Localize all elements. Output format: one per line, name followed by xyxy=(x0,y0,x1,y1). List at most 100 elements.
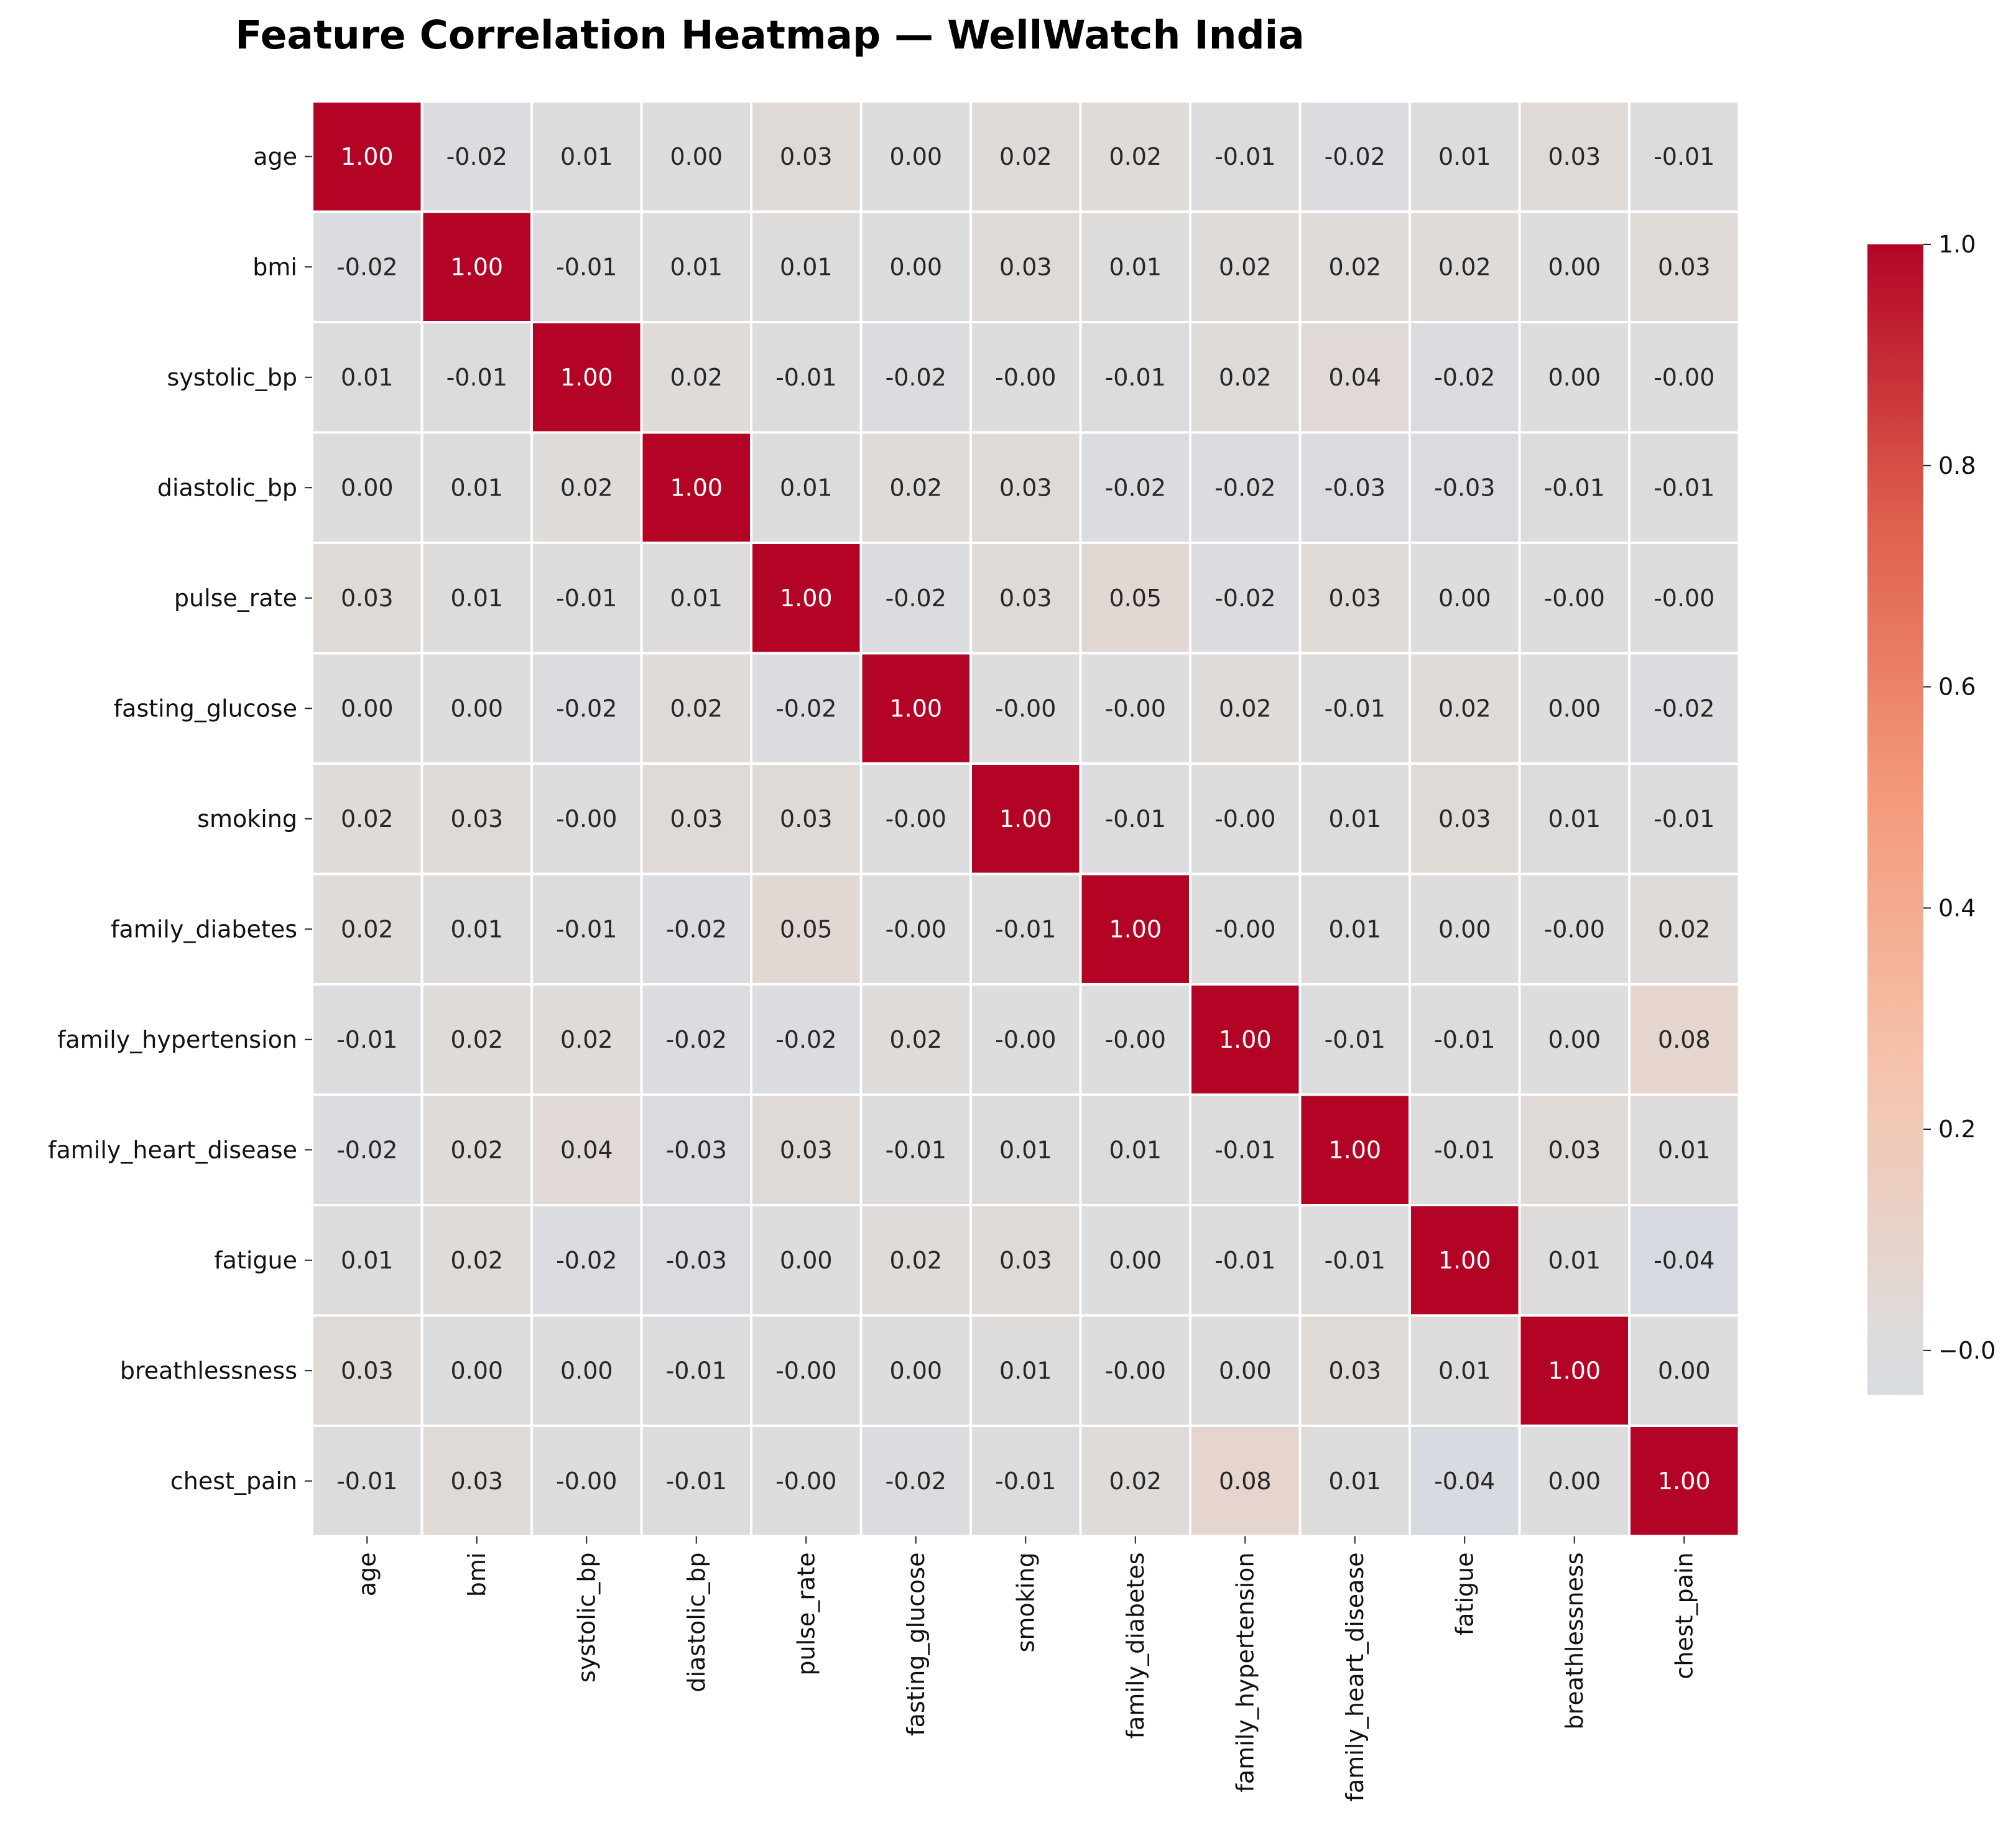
cell-value-label: -0.01 xyxy=(1434,1136,1495,1163)
heatmap-cell xyxy=(640,1204,752,1317)
cell-value-label: 0.00 xyxy=(1548,695,1601,722)
cell-value-label: 0.02 xyxy=(450,1247,503,1274)
cell-value-label: 0.00 xyxy=(1548,1467,1601,1495)
colorbar-tick-label: −0.0 xyxy=(1938,1337,1996,1364)
cell-value-label: 0.01 xyxy=(670,253,723,280)
cell-value-label: -0.01 xyxy=(336,1026,397,1053)
heatmap-cell xyxy=(530,210,643,323)
cell-value-label: -0.02 xyxy=(446,143,507,170)
heatmap-cell xyxy=(1409,872,1521,986)
cell-value-label: -0.00 xyxy=(1105,695,1166,722)
heatmap-cell xyxy=(1409,431,1521,544)
heatmap-cell xyxy=(1409,762,1521,875)
cell-value-label: 0.01 xyxy=(560,143,613,170)
heatmap-cell xyxy=(1079,983,1191,1096)
heatmap-cell xyxy=(859,1093,972,1206)
heatmap-cell xyxy=(750,872,863,986)
cell-value-label: -0.02 xyxy=(556,1247,617,1274)
cell-value-label: -0.01 xyxy=(1654,143,1714,170)
heatmap-cell xyxy=(640,431,752,544)
heatmap-cell xyxy=(311,1204,423,1317)
heatmap-cell xyxy=(1298,431,1411,544)
cell-value-label: -0.01 xyxy=(886,1136,946,1163)
heatmap-cell xyxy=(1628,872,1741,986)
heatmap-cell xyxy=(1298,100,1411,213)
heatmap-cell xyxy=(1298,652,1411,765)
cell-value-label: -0.01 xyxy=(1214,143,1275,170)
cell-value-label: 0.03 xyxy=(999,474,1052,501)
heatmap-cell xyxy=(859,431,972,544)
cell-value-label: 0.00 xyxy=(1219,1357,1272,1384)
heatmap-cell xyxy=(530,431,643,544)
heatmap-cell xyxy=(1298,321,1411,434)
heatmap-cell xyxy=(1628,1204,1741,1317)
cell-value-label: 0.03 xyxy=(1548,1136,1601,1163)
heatmap-cell xyxy=(969,431,1082,544)
cell-value-label: -0.02 xyxy=(666,915,727,943)
heatmap-cell xyxy=(311,652,423,765)
cell-value-label: 0.03 xyxy=(450,805,503,833)
heatmap-cell xyxy=(530,762,643,875)
heatmap-cell xyxy=(311,431,423,544)
cell-value-label: 0.01 xyxy=(341,364,394,391)
cell-value-label: 0.03 xyxy=(341,584,394,612)
cell-value-label: 0.01 xyxy=(450,915,503,943)
heatmap-cell xyxy=(1079,652,1191,765)
heatmap-cell xyxy=(1079,1204,1191,1317)
cell-value-label: 0.00 xyxy=(560,1357,613,1384)
cell-value-label: 0.01 xyxy=(1658,1136,1711,1163)
heatmap-cell xyxy=(1409,983,1521,1096)
cell-value-label: 0.00 xyxy=(341,474,394,501)
heatmap-cell xyxy=(1189,210,1302,323)
cell-value-label: 0.00 xyxy=(889,1357,942,1384)
cell-value-label: 0.00 xyxy=(889,143,942,170)
heatmap-cell xyxy=(420,542,533,655)
heatmap-cell xyxy=(1628,431,1741,544)
cell-value-label: 0.05 xyxy=(1109,584,1162,612)
cell-value-label: 0.02 xyxy=(450,1026,503,1053)
cell-value-label: 0.01 xyxy=(1438,143,1491,170)
heatmap-cell xyxy=(1409,652,1521,765)
cell-value-label: 1.00 xyxy=(1109,915,1162,943)
cell-value-label: -0.01 xyxy=(446,364,507,391)
cell-value-label: -0.01 xyxy=(995,915,1056,943)
cell-value-label: 0.05 xyxy=(780,915,833,943)
cell-value-label: 0.00 xyxy=(889,253,942,280)
heatmap-cell xyxy=(1628,210,1741,323)
column-label: family_hypertension xyxy=(1231,1553,1259,1793)
heatmap-cell xyxy=(1298,1093,1411,1206)
heatmap-cell xyxy=(1409,321,1521,434)
cell-value-label: 0.02 xyxy=(560,474,613,501)
column-label: fasting_glucose xyxy=(902,1553,930,1736)
cell-value-label: 0.00 xyxy=(1548,364,1601,391)
cell-value-label: -0.02 xyxy=(666,1026,727,1053)
cell-value-label: 0.02 xyxy=(889,1026,942,1053)
cell-value-label: 0.04 xyxy=(1328,364,1381,391)
heatmap-cell xyxy=(969,872,1082,986)
cell-value-label: -0.01 xyxy=(1654,805,1714,833)
cell-value-label: -0.00 xyxy=(886,805,946,833)
cell-value-label: -0.02 xyxy=(1654,695,1714,722)
heatmap-cell xyxy=(1518,431,1631,544)
cell-value-label: 0.01 xyxy=(999,1136,1052,1163)
heatmap-cell xyxy=(750,1425,863,1538)
cell-value-label: -0.01 xyxy=(1214,1247,1275,1274)
cell-value-label: 0.00 xyxy=(1548,1026,1601,1053)
cell-value-label: 0.03 xyxy=(999,253,1052,280)
cell-value-label: -0.01 xyxy=(1325,1026,1385,1053)
heatmap-cell xyxy=(1189,1204,1302,1317)
cell-value-label: -0.00 xyxy=(995,364,1056,391)
colorbar-gradient xyxy=(1867,244,1923,1395)
cell-value-label: 1.00 xyxy=(999,805,1052,833)
cell-value-label: 0.03 xyxy=(999,584,1052,612)
heatmap-cell xyxy=(1518,652,1631,765)
cell-value-label: 0.00 xyxy=(670,143,723,170)
cell-value-label: 0.03 xyxy=(780,1136,833,1163)
row-label: smoking xyxy=(197,805,297,833)
cell-value-label: 0.01 xyxy=(999,1357,1052,1384)
cell-value-label: 1.00 xyxy=(889,695,942,722)
heatmap-cell xyxy=(311,1425,423,1538)
cell-value-label: 0.01 xyxy=(1548,1247,1601,1274)
colorbar: −0.0 0.2 0.4 0.6 0.8 1.0 xyxy=(1867,231,1996,1395)
heatmap-cell xyxy=(640,652,752,765)
